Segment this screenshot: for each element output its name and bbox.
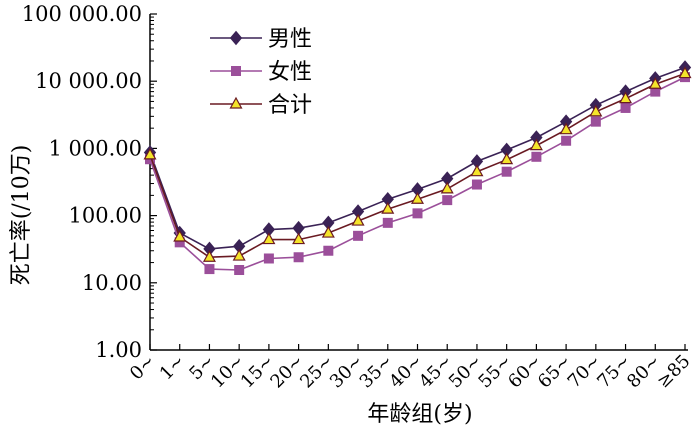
- legend-marker: [229, 30, 243, 46]
- series-1: [143, 60, 692, 257]
- data-point: [529, 138, 543, 151]
- data-point: [381, 201, 395, 214]
- data-point: [678, 66, 692, 79]
- data-point: [382, 217, 393, 228]
- data-point: [648, 77, 662, 89]
- data-point: [561, 135, 572, 146]
- data-point: [590, 116, 601, 127]
- data-point: [323, 245, 334, 256]
- data-point: [440, 181, 454, 194]
- x-axis-ticks: 0~1~5~10~15~20~25~30~35~40~45~50~55~60~6…: [126, 344, 695, 392]
- data-point: [410, 192, 425, 204]
- data-point: [204, 264, 215, 275]
- x-tick-label: ≥85: [653, 351, 695, 393]
- data-point: [293, 252, 304, 263]
- series-3: [143, 66, 692, 262]
- data-point: [263, 253, 274, 264]
- axes: [149, 14, 688, 351]
- legend-marker: [231, 66, 241, 76]
- legend-label: 男性: [268, 27, 312, 52]
- data-point: [470, 164, 484, 177]
- data-point: [442, 195, 453, 206]
- x-axis-title: 年龄组(岁): [367, 402, 472, 427]
- data-point: [500, 152, 514, 165]
- series-line: [149, 66, 686, 250]
- series-2: [145, 72, 690, 276]
- legend-item: 女性: [210, 60, 312, 85]
- data-point: [351, 213, 365, 226]
- y-axis-title: 死亡率(/10万): [9, 145, 34, 286]
- data-point: [619, 91, 633, 104]
- y-tick-label: 10.00: [82, 271, 142, 295]
- legend-item: 合计: [210, 93, 312, 118]
- y-tick-label: 100 000.00: [22, 2, 142, 26]
- series-line: [149, 76, 686, 271]
- data-point: [620, 102, 631, 113]
- data-point: [232, 248, 246, 261]
- data-point: [412, 208, 423, 219]
- data-point: [589, 104, 603, 117]
- legend-item: 男性: [210, 27, 312, 52]
- data-point: [143, 147, 157, 160]
- legend-marker: [229, 96, 243, 109]
- data-point: [321, 225, 335, 238]
- data-point: [292, 232, 306, 245]
- x-tick-label: 1~: [156, 351, 190, 385]
- data-point: [202, 250, 216, 262]
- data-point: [559, 122, 573, 135]
- y-tick-label: 1 000.00: [48, 136, 142, 160]
- legend-label: 女性: [268, 60, 312, 85]
- y-tick-label: 1.00: [95, 338, 142, 362]
- y-tick-label: 10 000.00: [35, 69, 142, 93]
- legend-label: 合计: [268, 93, 312, 118]
- data-point: [353, 230, 364, 241]
- y-axis-ticks: 1.00 10.00 100.00 1 000.00 10 000.00 100 000.…: [22, 2, 157, 362]
- data-point: [173, 229, 187, 242]
- data-point: [262, 232, 276, 245]
- data-point: [234, 265, 245, 276]
- data-point: [501, 166, 512, 177]
- data-point: [471, 179, 482, 190]
- data-point: [531, 151, 542, 162]
- y-tick-label: 100.00: [69, 204, 142, 228]
- series-layer: [143, 60, 692, 276]
